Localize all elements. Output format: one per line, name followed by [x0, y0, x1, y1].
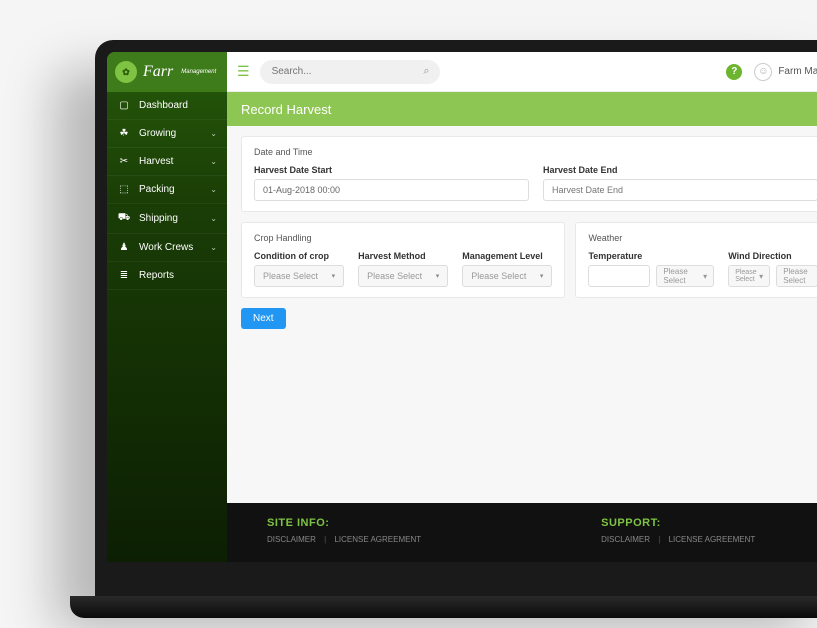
select-method[interactable]: Please Select▾	[358, 265, 448, 287]
brand-name: Farr	[143, 63, 173, 81]
search-input[interactable]	[260, 60, 440, 84]
caret-icon: ▾	[759, 272, 763, 281]
label-method: Harvest Method	[358, 251, 448, 261]
main-area: ☰ ⌕ ? ☺ Farm Manag Record Harvest	[227, 52, 817, 562]
footer-link-disclaimer[interactable]: DISCLAIMER	[267, 535, 316, 544]
page-title: Record Harvest	[241, 102, 331, 117]
footer-link-disclaimer2[interactable]: DISCLAIMER	[601, 535, 650, 544]
label-harvest-end: Harvest Date End	[543, 165, 817, 175]
search-wrapper: ⌕	[260, 60, 440, 84]
logo-badge-icon: ✿	[115, 61, 137, 83]
caret-icon: ▾	[332, 272, 336, 280]
sidebar-item-harvest[interactable]: ✂Harvest⌄	[107, 148, 227, 176]
chevron-down-icon: ⌄	[210, 214, 217, 223]
sidebar-item-shipping[interactable]: ⛟Shipping⌄	[107, 204, 227, 234]
page-header: Record Harvest	[227, 92, 817, 126]
chevron-down-icon: ⌄	[210, 157, 217, 166]
user-name: Farm Manag	[778, 66, 817, 77]
brand-logo[interactable]: ✿ Farr Management	[107, 52, 227, 92]
panel-datetime: Date and Time Harvest Date Start Harvest…	[241, 136, 817, 212]
chevron-down-icon: ⌄	[210, 129, 217, 138]
footer: SITE INFO: DISCLAIMER | LICENSE AGREEMEN…	[227, 503, 817, 562]
sidebar-nav: ▢Dashboard ☘Growing⌄ ✂Harvest⌄ ⬚Packing⌄…	[107, 92, 227, 290]
select-condition[interactable]: Please Select▾	[254, 265, 344, 287]
sidebar-item-growing[interactable]: ☘Growing⌄	[107, 120, 227, 148]
select-wind-unit[interactable]: Please Select▾	[728, 265, 770, 287]
input-temperature[interactable]	[588, 265, 650, 287]
label-condition: Condition of crop	[254, 251, 344, 261]
sidebar-item-packing[interactable]: ⬚Packing⌄	[107, 176, 227, 204]
panel-title-weather: Weather	[588, 233, 817, 243]
footer-link-license2[interactable]: LICENSE AGREEMENT	[669, 535, 756, 544]
app-screen: ✿ Farr Management ▢Dashboard ☘Growing⌄ ✂…	[107, 52, 817, 562]
menu-toggle-icon[interactable]: ☰	[237, 63, 250, 80]
caret-icon: ▾	[703, 272, 707, 281]
laptop-base	[70, 596, 817, 618]
content: Date and Time Harvest Date Start Harvest…	[227, 126, 817, 503]
chevron-down-icon: ⌄	[210, 185, 217, 194]
panel-weather: Weather Temperature Please Select▾	[575, 222, 817, 298]
panel-title-datetime: Date and Time	[254, 147, 817, 157]
truck-icon: ⛟	[117, 212, 131, 225]
label-temperature: Temperature	[588, 251, 714, 261]
label-wind: Wind Direction	[728, 251, 817, 261]
panel-crop-handling: Crop Handling Condition of crop Please S…	[241, 222, 565, 298]
select-mgmt[interactable]: Please Select▾	[462, 265, 552, 287]
brand-subtitle: Management	[181, 69, 216, 75]
avatar-icon: ☺	[754, 63, 772, 81]
footer-support-title: SUPPORT:	[601, 517, 755, 529]
report-icon: ≣	[117, 270, 131, 281]
search-icon[interactable]: ⌕	[423, 65, 429, 78]
label-harvest-start: Harvest Date Start	[254, 165, 529, 175]
crew-icon: ♟	[117, 242, 131, 253]
sidebar-item-reports[interactable]: ≣Reports	[107, 262, 227, 290]
chevron-down-icon: ⌄	[210, 243, 217, 252]
dashboard-icon: ▢	[117, 100, 131, 111]
footer-link-license[interactable]: LICENSE AGREEMENT	[334, 535, 421, 544]
label-mgmt: Management Level	[462, 251, 552, 261]
plant-icon: ☘	[117, 128, 131, 139]
select-wind-direction[interactable]: Please Select	[776, 265, 817, 287]
help-icon[interactable]: ?	[726, 64, 742, 80]
box-icon: ⬚	[117, 184, 131, 195]
next-button[interactable]: Next	[241, 308, 286, 329]
topbar: ☰ ⌕ ? ☺ Farm Manag	[227, 52, 817, 92]
laptop-mockup: ✿ Farr Management ▢Dashboard ☘Growing⌄ ✂…	[95, 40, 817, 600]
input-harvest-start[interactable]	[254, 179, 529, 201]
footer-siteinfo-title: SITE INFO:	[267, 517, 421, 529]
user-menu[interactable]: ☺ Farm Manag	[754, 63, 817, 81]
input-harvest-end[interactable]	[543, 179, 817, 201]
panel-title-crop: Crop Handling	[254, 233, 552, 243]
sidebar: ✿ Farr Management ▢Dashboard ☘Growing⌄ ✂…	[107, 52, 227, 562]
sidebar-item-dashboard[interactable]: ▢Dashboard	[107, 92, 227, 120]
sidebar-item-workcrews[interactable]: ♟Work Crews⌄	[107, 234, 227, 262]
caret-icon: ▾	[436, 272, 440, 280]
caret-icon: ▾	[540, 272, 544, 280]
select-temp-unit[interactable]: Please Select▾	[656, 265, 714, 287]
harvest-icon: ✂	[117, 156, 131, 167]
